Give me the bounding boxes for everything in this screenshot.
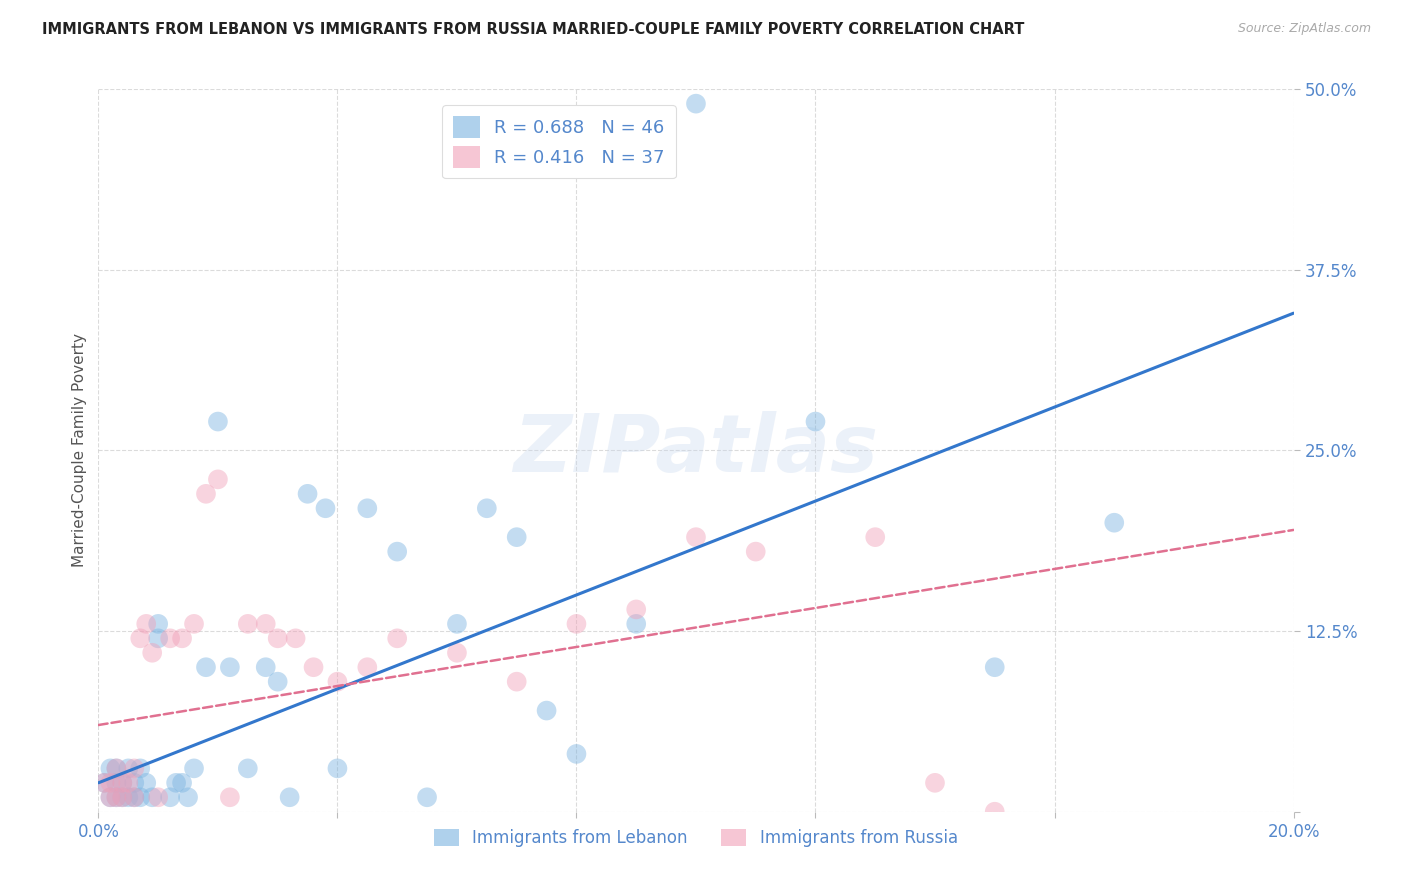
Text: IMMIGRANTS FROM LEBANON VS IMMIGRANTS FROM RUSSIA MARRIED-COUPLE FAMILY POVERTY : IMMIGRANTS FROM LEBANON VS IMMIGRANTS FR… (42, 22, 1025, 37)
Point (105, 776, 128, 790)
Point (207, 472, 229, 486)
Point (924, 776, 946, 790)
Point (278, 790, 301, 805)
Point (745, 544, 768, 558)
Point (183, 761, 205, 775)
Legend: Immigrants from Lebanon, Immigrants from Russia: Immigrants from Lebanon, Immigrants from… (427, 822, 965, 854)
Point (685, 96, 707, 111)
Point (297, 487, 319, 501)
Point (984, 805, 1007, 819)
Point (98, 790, 122, 805)
Point (159, 790, 181, 805)
Point (267, 632, 290, 646)
Point (236, 761, 259, 775)
Point (98, 761, 122, 775)
Point (129, 790, 152, 805)
Y-axis label: Married-Couple Family Poverty: Married-Couple Family Poverty (72, 334, 87, 567)
Point (804, 415, 827, 429)
Point (219, 660, 242, 674)
Point (124, 790, 146, 805)
Point (565, 616, 588, 631)
Point (1104, 516, 1126, 530)
Point (626, 616, 648, 631)
Point (159, 632, 181, 646)
Point (267, 674, 290, 689)
Point (506, 530, 529, 544)
Point (124, 761, 146, 775)
Point (446, 616, 468, 631)
Point (475, 501, 498, 516)
Point (685, 530, 707, 544)
Point (117, 790, 139, 805)
Point (141, 790, 163, 805)
Point (105, 790, 128, 805)
Point (117, 776, 139, 790)
Point (416, 790, 439, 805)
Point (565, 747, 588, 761)
Point (865, 530, 887, 544)
Point (129, 761, 152, 775)
Point (124, 790, 146, 805)
Point (148, 632, 170, 646)
Point (536, 704, 558, 718)
Point (105, 761, 128, 775)
Point (98, 776, 122, 790)
Point (148, 616, 170, 631)
Point (98, 790, 122, 805)
Point (93, 776, 115, 790)
Point (315, 501, 337, 516)
Point (111, 776, 134, 790)
Point (236, 616, 259, 631)
Point (506, 674, 529, 689)
Point (302, 660, 325, 674)
Point (385, 632, 409, 646)
Point (111, 790, 134, 805)
Point (356, 501, 378, 516)
Point (984, 660, 1007, 674)
Point (165, 776, 187, 790)
Point (111, 776, 134, 790)
Point (195, 487, 218, 501)
Point (117, 761, 139, 775)
Point (356, 660, 378, 674)
Point (105, 761, 128, 775)
Point (446, 646, 468, 660)
Point (219, 790, 242, 805)
Point (141, 646, 163, 660)
Point (93, 776, 115, 790)
Point (385, 544, 409, 558)
Point (135, 776, 157, 790)
Point (254, 660, 277, 674)
Point (183, 616, 205, 631)
Point (135, 616, 157, 631)
Text: ZIPatlas: ZIPatlas (513, 411, 879, 490)
Point (111, 790, 134, 805)
Point (254, 616, 277, 631)
Point (105, 790, 128, 805)
Point (148, 790, 170, 805)
Point (284, 632, 307, 646)
Point (172, 776, 194, 790)
Point (177, 790, 200, 805)
Point (626, 602, 648, 616)
Point (207, 415, 229, 429)
Point (326, 674, 349, 689)
Point (326, 761, 349, 775)
Point (172, 632, 194, 646)
Point (195, 660, 218, 674)
Point (129, 632, 152, 646)
Text: Source: ZipAtlas.com: Source: ZipAtlas.com (1237, 22, 1371, 36)
Point (124, 776, 146, 790)
